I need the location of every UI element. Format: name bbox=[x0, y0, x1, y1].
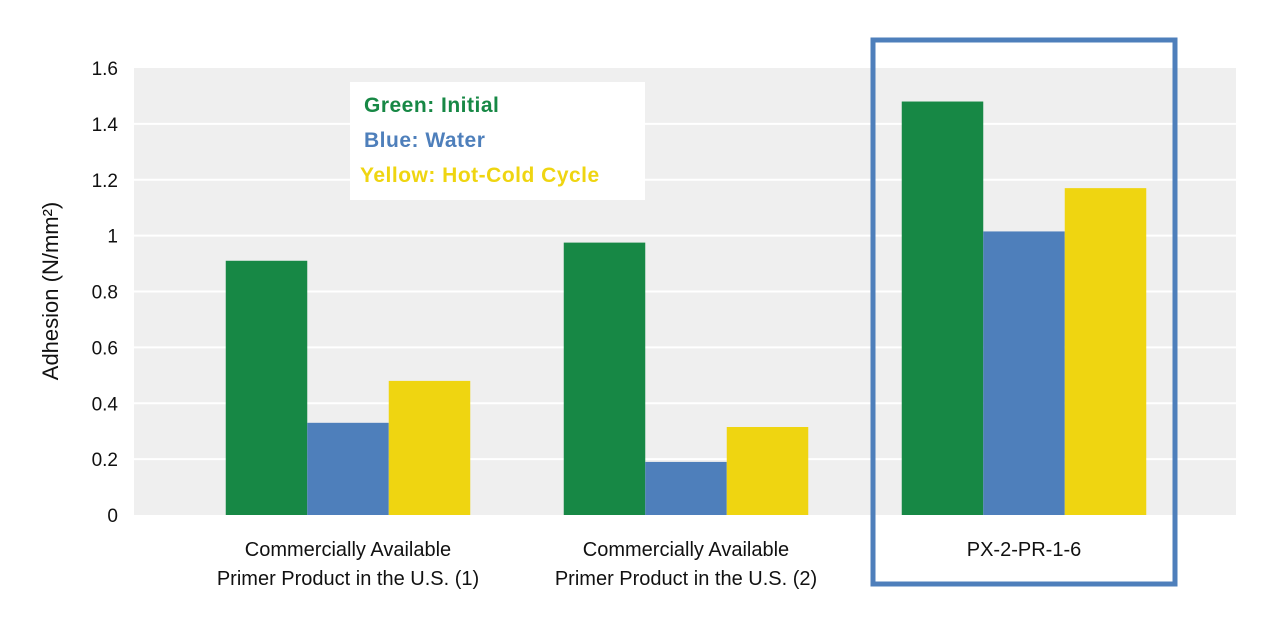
y-axis-ticks: 0 0.2 0.4 0.6 0.8 1 1.2 1.4 1.6 bbox=[92, 59, 119, 527]
bar-hot-cold-cycle bbox=[726, 426, 809, 515]
y-tick-label: 1.4 bbox=[92, 115, 119, 136]
bar-water bbox=[307, 422, 389, 515]
category-label: PX-2-PR-1-6 bbox=[967, 539, 1081, 561]
highlight-box bbox=[870, 37, 1178, 587]
bar-hot-cold-cycle bbox=[1064, 188, 1147, 515]
y-tick-label: 1 bbox=[107, 227, 118, 248]
legend-entry: Yellow: Hot-Cold Cycle bbox=[360, 164, 600, 187]
y-tick-label: 1.2 bbox=[92, 171, 118, 192]
legend-box bbox=[350, 82, 645, 200]
y-axis-label: Adhesion (N/mm²) bbox=[38, 202, 63, 380]
bar-initial bbox=[901, 101, 984, 516]
bar-initial bbox=[563, 242, 646, 515]
category-label: Primer Product in the U.S. (2) bbox=[555, 568, 817, 590]
bar-water bbox=[983, 231, 1065, 515]
y-tick-label: 1.6 bbox=[92, 59, 118, 80]
legend: Green: Initial Blue: Water Yellow: Hot-Col… bbox=[350, 82, 645, 200]
bar-water bbox=[645, 461, 727, 515]
y-tick-label: 0.6 bbox=[92, 338, 118, 359]
legend-entry: Green: Initial bbox=[364, 94, 499, 117]
bar-hot-cold-cycle bbox=[388, 380, 471, 515]
legend-entry: Blue: Water bbox=[364, 129, 485, 152]
category-label: Commercially Available bbox=[245, 539, 451, 561]
bars bbox=[225, 101, 1147, 516]
y-tick-label: 0.2 bbox=[92, 450, 118, 471]
category-labels: Commercially Available Primer Product in … bbox=[217, 539, 1081, 590]
y-tick-label: 0.4 bbox=[92, 394, 119, 415]
bar-initial bbox=[225, 260, 308, 515]
category-label: Commercially Available bbox=[583, 539, 789, 561]
category-label: Primer Product in the U.S. (1) bbox=[217, 568, 479, 590]
y-tick-label: 0.8 bbox=[92, 283, 118, 304]
y-tick-label: 0 bbox=[107, 506, 118, 527]
